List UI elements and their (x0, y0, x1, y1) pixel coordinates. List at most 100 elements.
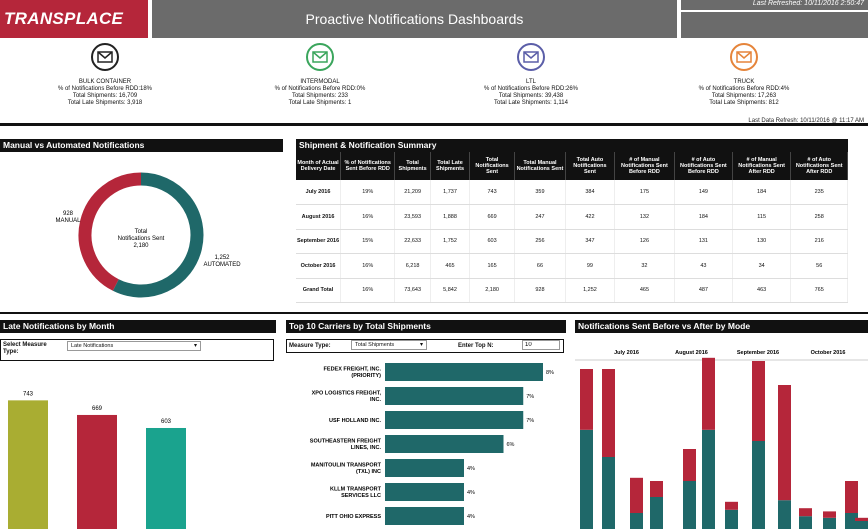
column-header[interactable]: # of Auto Notifications Sent Before RDD (674, 152, 733, 180)
late-bar-chart: 743 669 603 (8, 391, 186, 529)
table-cell: 256 (514, 229, 566, 254)
after-bar-segment[interactable] (855, 517, 868, 521)
mode-shipments: Total Shipments: 16,709 (72, 93, 138, 99)
row-month: September 2016 (296, 229, 342, 254)
table-row: Grand Total 16% 73,643 5,842 2,180 928 1,252 46… (296, 278, 848, 303)
after-bar-segment[interactable] (725, 501, 738, 510)
before-bar-segment[interactable] (778, 500, 791, 529)
carrier-name: (PRIORITY) (351, 373, 381, 379)
summary-panel: Shipment & Notification Summary Month of… (296, 139, 848, 307)
top-n-input[interactable] (522, 340, 560, 350)
before-bar-segment[interactable] (845, 513, 858, 529)
after-bar-segment[interactable] (823, 511, 836, 518)
carrier-measure-dropdown[interactable]: Total Shipments ▾ (351, 340, 427, 350)
column-header[interactable]: Total Manual Notifications Sent (514, 152, 566, 180)
mode-tile-ltl[interactable]: LTL % of Notifications Before RDD:26% To… (431, 42, 631, 107)
column-header[interactable]: Total Auto Notifications Sent (565, 152, 615, 180)
carrier-bar[interactable] (385, 507, 464, 525)
after-bar-segment[interactable] (580, 369, 593, 430)
table-cell: 247 (514, 204, 566, 230)
before-bar-segment[interactable] (602, 457, 615, 529)
column-header[interactable]: Month of Actual Delivery Date (296, 152, 342, 180)
envelope-icon (91, 43, 119, 71)
table-cell: 235 (790, 180, 848, 205)
after-bar-segment[interactable] (702, 357, 715, 430)
table-cell: 2,180 (469, 278, 515, 303)
table-cell: 603 (469, 229, 515, 254)
table-cell: 216 (790, 229, 848, 254)
table-cell: 1,737 (430, 180, 471, 205)
after-bar-segment[interactable] (845, 481, 858, 513)
late-bar[interactable] (146, 427, 186, 529)
before-bar-segment[interactable] (702, 429, 715, 529)
table-cell: 131 (674, 229, 733, 254)
after-bar-segment[interactable] (778, 385, 791, 501)
mode-name: TRUCK (733, 79, 755, 85)
before-bar-segment[interactable] (650, 497, 663, 529)
column-header[interactable]: # of Manual Notifications Sent Before RD… (614, 152, 675, 180)
carrier-bar[interactable] (385, 483, 464, 501)
before-bar-segment[interactable] (630, 513, 643, 529)
carrier-bar[interactable] (385, 411, 524, 429)
table-cell: 743 (469, 180, 515, 205)
column-header[interactable]: % of Notifications Sent Before RDD (340, 152, 396, 180)
table-cell: 165 (469, 253, 515, 279)
table-cell: 463 (732, 278, 792, 303)
carrier-bar[interactable] (385, 363, 543, 381)
late-bar[interactable] (77, 414, 117, 529)
carrier-name: XPO LOGISTICS FREIGHT, (312, 391, 382, 397)
column-header[interactable]: # of Manual Notifications Sent After RDD (732, 152, 792, 180)
top-n-label: Enter Top N: (458, 343, 494, 349)
before-bar-segment[interactable] (855, 521, 868, 529)
carrier-name: INC. (370, 397, 381, 403)
column-header[interactable]: Total Notifications Sent (469, 152, 515, 180)
before-bar-segment[interactable] (725, 509, 738, 529)
mode-pct: % of Notifications Before RDD:0% (274, 86, 366, 92)
mode-tile-bulk-container[interactable]: BULK CONTAINER % of Notifications Before… (5, 42, 205, 107)
measure-type-dropdown[interactable]: Late Notifications ▾ (67, 341, 201, 351)
column-header[interactable]: Total Late Shipments (430, 152, 471, 180)
after-bar-segment[interactable] (650, 481, 663, 497)
before-bar-segment[interactable] (683, 481, 696, 529)
table-cell: 487 (674, 278, 733, 303)
after-bar-segment[interactable] (630, 477, 643, 513)
after-bar-segment[interactable] (683, 449, 696, 481)
mode-name: BULK CONTAINER (78, 79, 132, 85)
mode-name: INTERMODAL (300, 79, 340, 85)
late-bar[interactable] (8, 400, 48, 529)
donut-chart[interactable]: Total Notifications Sent 2,180 928 MANUA… (0, 152, 283, 309)
carriers-bar-chart: FEDEX FREIGHT, INC.(PRIORITY) 8% XPO LOGIS… (310, 363, 554, 525)
measure-type-label: Measure Type: (289, 343, 331, 349)
carrier-name: PITT OHIO EXPRESS (326, 514, 381, 520)
select-measure-label: Select Measure Type: (3, 342, 47, 355)
table-cell: 347 (565, 229, 615, 254)
carrier-bar[interactable] (385, 435, 504, 453)
after-bar-segment[interactable] (799, 508, 812, 517)
table-cell: 73,643 (394, 278, 431, 303)
after-bar-segment[interactable] (752, 361, 765, 441)
before-bar-segment[interactable] (823, 517, 836, 529)
carrier-bar[interactable] (385, 459, 464, 477)
donut-center-line2: Notifications Sent (118, 236, 165, 242)
after-bar-segment[interactable] (602, 369, 615, 457)
table-cell: 56 (790, 253, 848, 279)
before-after-panel-title: Notifications Sent Before vs After by Mo… (575, 320, 868, 333)
table-cell: 16% (340, 253, 396, 279)
table-cell: 22,633 (394, 229, 431, 254)
carrier-bar[interactable] (385, 387, 524, 405)
mode-tile-intermodal[interactable]: INTERMODAL % of Notifications Before RDD… (220, 42, 420, 107)
column-header[interactable]: Total Shipments (394, 152, 431, 180)
mode-tile-truck[interactable]: TRUCK % of Notifications Before RDD:4% T… (644, 42, 844, 107)
before-bar-segment[interactable] (752, 441, 765, 529)
table-cell: 184 (732, 180, 792, 205)
table-cell: 465 (614, 278, 675, 303)
carrier-name: SOUTHEASTERN FREIGHT (310, 439, 382, 445)
section-divider-2 (0, 312, 868, 314)
donut-center-line1: Total (135, 229, 148, 235)
before-bar-segment[interactable] (580, 429, 593, 529)
before-bar-segment[interactable] (799, 516, 812, 529)
chevron-down-icon: ▾ (419, 342, 423, 348)
column-header[interactable]: # of Auto Notifications Sent After RDD (790, 152, 848, 180)
mode-name: LTL (526, 79, 536, 85)
table-cell: 16% (340, 204, 396, 230)
